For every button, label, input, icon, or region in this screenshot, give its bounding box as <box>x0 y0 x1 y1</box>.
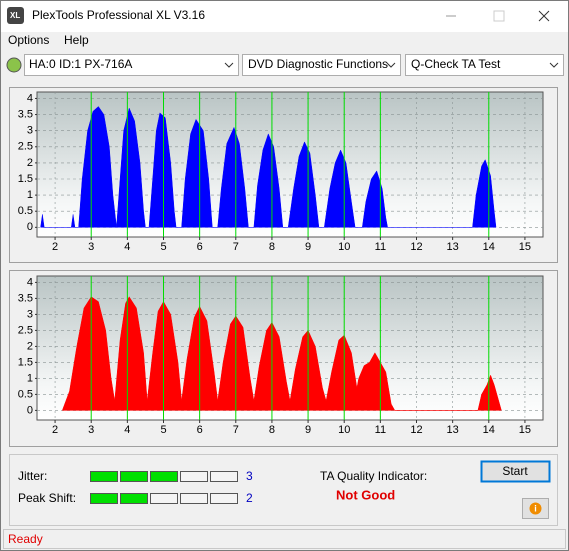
x-tick-label: 12 <box>410 424 422 436</box>
x-tick-label: 14 <box>483 424 495 436</box>
y-tick-label: 2.5 <box>18 324 33 336</box>
y-tick-label: 2 <box>27 157 33 169</box>
x-tick-label: 13 <box>447 424 459 436</box>
dropdown-arrow <box>549 62 559 68</box>
histogram-area <box>61 296 502 411</box>
x-tick-label: 12 <box>410 241 422 253</box>
indicator-segment <box>210 471 238 482</box>
ta-quality-label: TA Quality Indicator: <box>320 469 427 483</box>
drive-select[interactable] <box>24 54 239 76</box>
title-bar <box>1 1 568 32</box>
x-tick-label: 10 <box>338 241 350 253</box>
x-tick-label: 3 <box>88 241 94 253</box>
indicator-segment <box>210 493 238 504</box>
x-tick-label: 2 <box>52 424 58 436</box>
y-tick-label: 4 <box>27 92 33 104</box>
x-tick-label: 7 <box>233 424 239 436</box>
dropdown-arrow <box>224 62 234 68</box>
menu-item[interactable]: Options <box>8 33 49 47</box>
x-tick-label: 4 <box>124 424 130 436</box>
indicator-segment-filled <box>120 471 148 482</box>
app-icon-glyph: XL <box>10 11 20 20</box>
x-tick-label: 15 <box>519 241 531 253</box>
function-select-text: DVD Diagnostic Functions <box>248 57 388 71</box>
menu-item[interactable]: Help <box>64 33 89 47</box>
y-tick-label: 4 <box>27 276 33 288</box>
indicator-segment <box>180 471 208 482</box>
y-tick-label: 1.5 <box>18 173 33 185</box>
ta-quality-value: Not Good <box>336 487 395 502</box>
status-text: Ready <box>8 532 43 546</box>
test-select[interactable] <box>405 54 564 76</box>
x-tick-label: 6 <box>197 241 203 253</box>
histogram-area <box>40 106 497 228</box>
status-bar <box>3 529 566 549</box>
y-tick-label: 0.5 <box>18 205 33 217</box>
x-tick-label: 2 <box>52 241 58 253</box>
window-title: PlexTools Professional XL V3.16 <box>32 8 205 22</box>
function-select[interactable] <box>242 54 401 76</box>
start-button-label: Start <box>502 464 528 478</box>
x-tick-label: 9 <box>305 241 311 253</box>
indicator-segment-filled <box>150 471 178 482</box>
y-tick-label: 3.5 <box>18 108 33 120</box>
y-tick-label: 1 <box>27 189 33 201</box>
x-tick-label: 5 <box>160 241 166 253</box>
indicator-segment-filled <box>90 493 118 504</box>
x-tick-label: 9 <box>305 424 311 436</box>
peak-shift-label: Peak Shift: <box>18 491 76 505</box>
x-tick-label: 5 <box>160 424 166 436</box>
y-tick-label: 2.5 <box>18 141 33 153</box>
jitter-label: Jitter: <box>18 469 47 483</box>
close-button[interactable] <box>538 10 550 22</box>
indicator-segment <box>150 493 178 504</box>
app-icon <box>7 7 24 24</box>
info-icon <box>529 502 542 515</box>
maximize-button[interactable] <box>493 10 505 22</box>
dropdown-arrow <box>386 62 396 68</box>
drive-select-text: HA:0 ID:1 PX-716A <box>29 57 132 71</box>
x-tick-label: 8 <box>269 424 275 436</box>
y-tick-label: 2 <box>27 340 33 352</box>
y-tick-label: 1 <box>27 372 33 384</box>
y-tick-label: 0 <box>27 221 33 233</box>
info-icon-glyph: i <box>534 503 537 513</box>
y-tick-label: 0 <box>27 404 33 416</box>
x-tick-label: 7 <box>233 241 239 253</box>
x-tick-label: 4 <box>124 241 130 253</box>
x-tick-label: 11 <box>375 424 386 436</box>
y-tick-label: 3.5 <box>18 292 33 304</box>
x-tick-label: 8 <box>269 241 275 253</box>
drive-icon <box>6 57 22 73</box>
x-tick-label: 6 <box>197 424 203 436</box>
peak-shift-value: 2 <box>246 491 253 505</box>
results-panel <box>9 454 558 526</box>
x-tick-label: 11 <box>375 241 386 253</box>
test-select-text: Q-Check TA Test <box>411 57 501 71</box>
y-tick-label: 1.5 <box>18 356 33 368</box>
x-tick-label: 15 <box>519 424 531 436</box>
indicator-segment-filled <box>120 493 148 504</box>
y-tick-label: 3 <box>27 125 33 137</box>
x-tick-label: 3 <box>88 424 94 436</box>
x-tick-label: 13 <box>447 241 459 253</box>
indicator-segment-filled <box>90 471 118 482</box>
indicator-segment <box>180 493 208 504</box>
jitter-value: 3 <box>246 469 253 483</box>
start-button[interactable] <box>480 460 551 483</box>
y-tick-label: 0.5 <box>18 388 33 400</box>
y-tick-label: 3 <box>27 308 33 320</box>
x-tick-label: 14 <box>483 241 495 253</box>
x-tick-label: 10 <box>338 424 350 436</box>
